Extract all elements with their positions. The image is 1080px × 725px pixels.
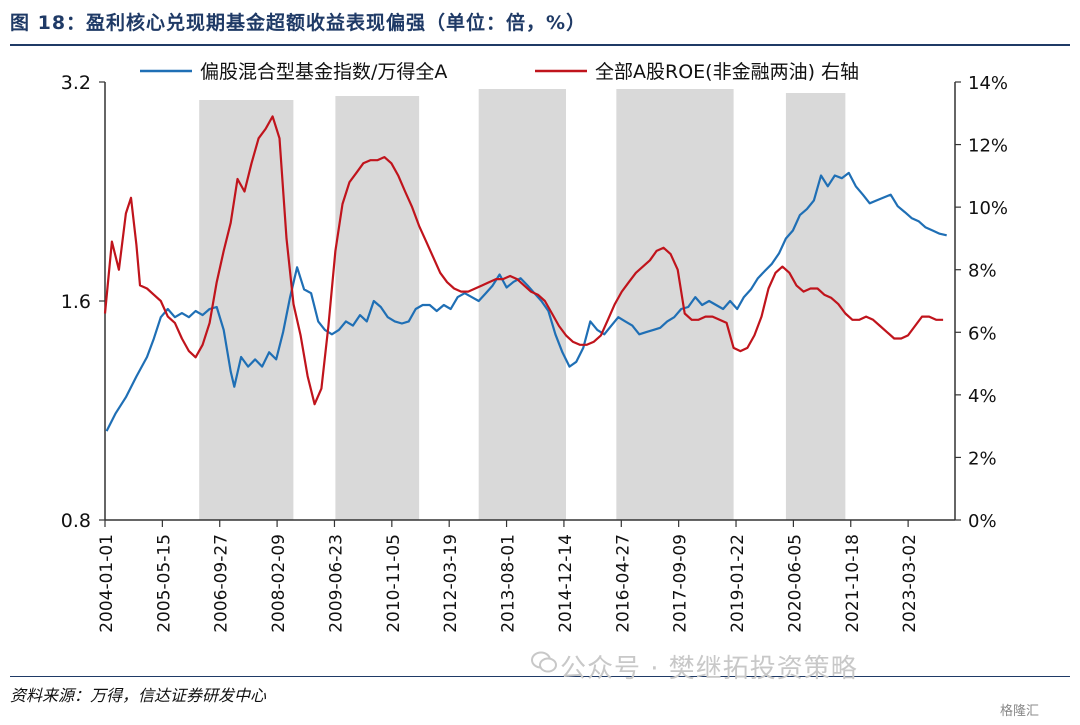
right-tick-label: 2% <box>968 448 997 469</box>
shaded-period <box>478 89 566 520</box>
right-tick-label: 4% <box>968 386 997 407</box>
x-tick-label: 2019-01-22 <box>728 534 748 633</box>
x-tick-label: 2004-01-01 <box>97 534 117 633</box>
x-tick-label: 2006-09-27 <box>212 534 232 633</box>
corner-logo: 格隆汇 <box>1000 704 1040 719</box>
left-tick-label: 1.6 <box>61 291 91 313</box>
footer-divider <box>10 676 1070 677</box>
watermark: 公众号 · 樊继拓投资策略 <box>560 654 858 684</box>
x-tick-label: 2013-08-01 <box>499 534 519 633</box>
right-tick-label: 0% <box>968 511 997 532</box>
title-divider <box>10 44 1070 46</box>
shaded-periods <box>199 89 846 520</box>
axes: 0.8 1.6 3.2 0% 2% 4% 6% 8% 10% 12% 14% 2004-01-01 20… <box>61 72 1008 633</box>
series-line-roe <box>103 115 944 406</box>
shaded-period <box>335 96 420 520</box>
series-line-fund-index-ratio <box>105 171 947 432</box>
x-tick-label: 2005-05-15 <box>154 534 174 633</box>
left-tick-label: 0.8 <box>61 510 91 532</box>
x-tick-label: 2009-06-23 <box>326 534 346 633</box>
right-tick-label: 10% <box>968 198 1008 219</box>
left-tick-label: 3.2 <box>61 72 91 94</box>
source-note: 资料来源：万得，信达证券研发中心 <box>10 686 267 705</box>
legend-label-fund-index-ratio: 偏股混合型基金指数/万得全A <box>200 61 447 83</box>
x-tick-label: 2014-12-14 <box>556 534 576 633</box>
x-tick-label: 2020-06-05 <box>785 534 805 633</box>
legend: 偏股混合型基金指数/万得全A 全部A股ROE(非金融两油) 右轴 <box>140 61 859 83</box>
legend-label-roe: 全部A股ROE(非金融两油) 右轴 <box>595 61 859 83</box>
series-lines <box>103 115 947 432</box>
x-tick-label: 2016-04-27 <box>613 534 633 633</box>
right-tick-label: 8% <box>968 261 997 282</box>
title-bar: 图 18：盈利核心兑现期基金超额收益表现偏强（单位：倍，%） <box>10 8 1070 46</box>
wechat-icon <box>531 651 557 673</box>
x-tick-label: 2021-10-18 <box>843 534 863 633</box>
x-tick-label: 2012-03-19 <box>441 534 461 633</box>
x-tick-label: 2010-11-05 <box>384 534 404 633</box>
x-tick-label: 2008-02-09 <box>269 534 289 633</box>
right-tick-label: 12% <box>968 136 1008 157</box>
page-title: 图 18：盈利核心兑现期基金超额收益表现偏强（单位：倍，%） <box>10 12 587 34</box>
shaded-period <box>785 93 846 520</box>
shaded-period <box>199 100 294 520</box>
x-tick-label: 2023-03-02 <box>900 534 920 633</box>
chart: 0.8 1.6 3.2 0% 2% 4% 6% 8% 10% 12% 14% 2004-01-01 20… <box>61 61 1008 633</box>
x-tick-label: 2017-09-09 <box>671 534 691 633</box>
right-tick-label: 6% <box>968 323 997 344</box>
right-tick-label: 14% <box>968 73 1008 94</box>
